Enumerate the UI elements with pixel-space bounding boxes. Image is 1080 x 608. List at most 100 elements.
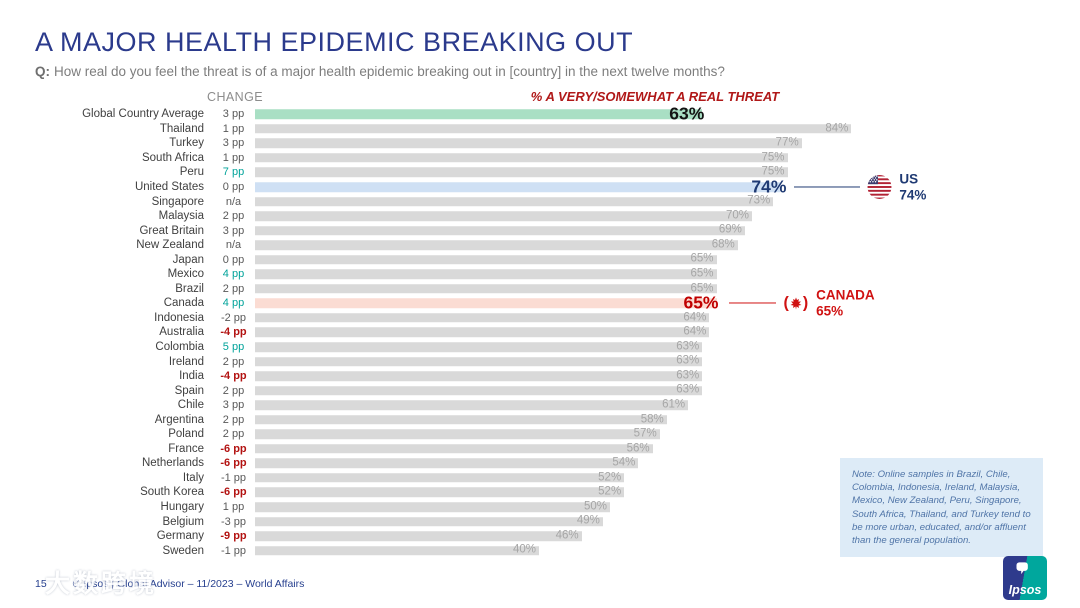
country-label: South Korea	[140, 486, 204, 499]
bar: 58%	[255, 413, 667, 425]
chart-row: Peru 7 pp 75%	[35, 165, 1045, 180]
bar: 84%	[255, 122, 852, 135]
bar-area: 64%	[255, 325, 1045, 340]
chart-row: United States 0 pp 74%	[35, 171, 1045, 202]
bar: 46%	[255, 530, 582, 541]
flag-paren-left: (	[783, 294, 789, 312]
change-value: 1 pp	[222, 122, 245, 135]
change-value: 0 pp	[222, 253, 245, 266]
bar-area: 63%	[255, 369, 1045, 384]
change-value: 2 pp	[222, 384, 245, 397]
bar-area: 65%	[255, 267, 1045, 282]
bar-area: 63%	[255, 340, 1045, 355]
bar: 73%	[255, 195, 774, 206]
bar: 63%	[255, 341, 703, 352]
bar: 77%	[255, 137, 802, 148]
chart-row: Hungary 1 pp 50%	[35, 500, 1045, 515]
callout-line	[794, 186, 861, 188]
bar-area: 49%	[255, 514, 1045, 529]
bar: 61%	[255, 398, 689, 411]
country-label: Sweden	[162, 544, 204, 557]
country-label: Argentina	[154, 413, 204, 426]
country-label: Mexico	[167, 268, 204, 281]
percent-label: 63%	[676, 354, 700, 367]
source-attribution: © Ipsos | Global Advisor – 11/2023 – Wor…	[72, 578, 305, 590]
chart-row: Indonesia -2 pp 64%	[35, 311, 1045, 326]
country-label: South Africa	[141, 151, 204, 164]
chart-row: Sweden -1 pp 40%	[35, 543, 1045, 558]
change-value: 4 pp	[222, 297, 245, 310]
country-label: Ireland	[168, 355, 204, 368]
chart-row: Spain 2 pp 63%	[35, 383, 1045, 398]
chart-row: South Korea -6 pp 52%	[35, 485, 1045, 500]
us-callout: US 74%	[794, 171, 926, 202]
percent-label: 52%	[598, 471, 622, 484]
footer: 15 © Ipsos | Global Advisor – 11/2023 – …	[35, 578, 304, 590]
percent-label: 70%	[725, 209, 749, 222]
bar-area: 77%	[255, 136, 1045, 151]
chart-row: Belgium -3 pp 49%	[35, 514, 1045, 529]
change-value: -9 pp	[220, 530, 247, 543]
percent-label: 52%	[598, 485, 622, 498]
chart-row: Italy -1 pp 52%	[35, 471, 1045, 486]
country-label: Turkey	[169, 137, 204, 150]
country-label: Spain	[174, 384, 204, 397]
change-value: -6 pp	[220, 486, 247, 499]
chart-row: Singapore n/a 73%	[35, 194, 1045, 209]
page-title: A MAJOR HEALTH EPIDEMIC BREAKING OUT	[35, 27, 634, 57]
change-value: n/a	[225, 195, 242, 208]
bar: 70%	[255, 209, 752, 222]
percent-label: 63%	[676, 369, 700, 382]
country-label: Indonesia	[154, 311, 204, 324]
bar: 49%	[255, 515, 603, 526]
percent-label: 69%	[718, 223, 742, 236]
percent-label: 65%	[690, 267, 714, 280]
change-value: 2 pp	[222, 413, 245, 426]
chart-row: Australia -4 pp 64%	[35, 325, 1045, 340]
change-value: -4 pp	[220, 326, 247, 339]
country-label: New Zealand	[136, 239, 204, 252]
percent-label: 75%	[761, 165, 785, 178]
change-value: 3 pp	[222, 108, 245, 121]
bar: 52%	[255, 485, 625, 498]
change-value: 2 pp	[222, 282, 245, 295]
chart-row: Argentina 2 pp 58%	[35, 412, 1045, 427]
chart-row: Brazil 2 pp 65%	[35, 282, 1045, 297]
measure-header: % A VERY/SOMEWHAT A REAL THREAT	[530, 89, 780, 104]
bar: 75%	[255, 152, 788, 163]
canada-callout: ( ) CANADA 65%	[728, 287, 875, 319]
bar: 63%	[255, 105, 704, 122]
bar-area: 84%	[255, 122, 1045, 137]
chart-row: Turkey 3 pp 77%	[35, 136, 1045, 151]
bar: 54%	[255, 456, 639, 469]
bar-area: 63%	[255, 383, 1045, 398]
bar: 63%	[255, 384, 703, 395]
bar-area: 40%	[255, 543, 1045, 558]
country-label: Brazil	[175, 282, 204, 295]
bar-area: 69%	[255, 223, 1045, 238]
bar: 63%	[255, 369, 703, 382]
ipsos-logo: Ipsos	[1003, 556, 1047, 600]
survey-question: Q: How real do you feel the threat is of …	[35, 64, 725, 79]
change-value: -6 pp	[220, 457, 247, 470]
country-label: Australia	[159, 326, 204, 339]
country-label: United States	[134, 181, 204, 193]
question-prefix: Q:	[35, 64, 50, 79]
percent-label: 64%	[683, 325, 707, 338]
country-label: Singapore	[151, 195, 204, 208]
bar-area: 64%	[255, 311, 1045, 326]
change-value: -1 pp	[220, 544, 247, 557]
bar-area: 70%	[255, 209, 1045, 224]
percent-label: 61%	[662, 398, 686, 411]
percent-label: 84%	[825, 122, 849, 135]
country-label: Peru	[179, 166, 204, 179]
page-number: 15	[35, 578, 47, 590]
percent-label: 58%	[640, 413, 664, 425]
chart-row: Thailand 1 pp 84%	[35, 122, 1045, 137]
bar-area: 68%	[255, 238, 1045, 253]
callout-label: US 74%	[899, 171, 927, 202]
callout-label: CANADA 65%	[816, 287, 875, 319]
percent-label: 54%	[612, 456, 636, 469]
bar-area: 65% ( ) CANADA 65%	[255, 288, 1045, 318]
country-label: Hungary	[160, 501, 204, 514]
